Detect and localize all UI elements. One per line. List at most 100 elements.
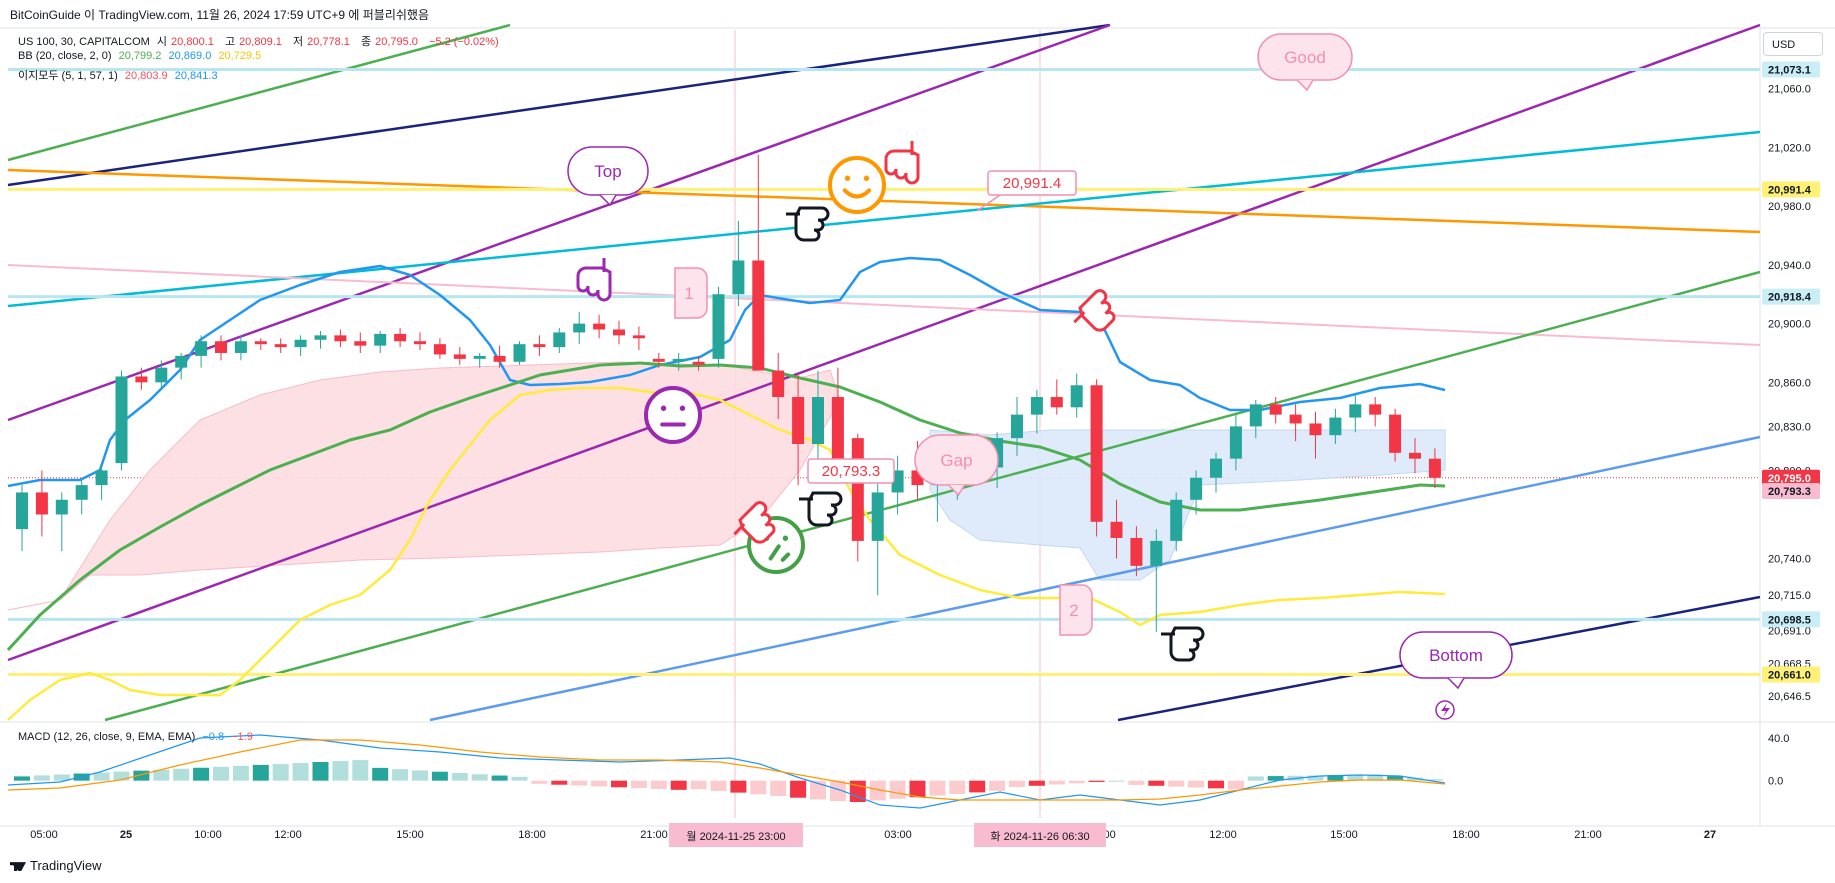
macd-histogram-bar bbox=[1009, 780, 1025, 788]
macd-line bbox=[7, 734, 1446, 809]
publish-header: BitCoinGuide 이 TradingView.com, 11월 26, … bbox=[10, 8, 429, 22]
candle-body bbox=[175, 355, 188, 368]
price-tick: 20,940.0 bbox=[1768, 260, 1811, 272]
macd-legend[interactable]: MACD (12, 26, close, 9, EMA, EMA) −0.8 −… bbox=[18, 731, 257, 743]
macd-histogram-bar bbox=[173, 768, 190, 781]
price-tick: 20,691.0 bbox=[1768, 625, 1811, 637]
hand-pointer-icon-7-shape bbox=[1169, 626, 1205, 662]
macd-histogram-bar bbox=[1048, 780, 1065, 785]
time-highlight-label: 월 2024-11-25 23:00 bbox=[686, 830, 785, 843]
candle-body bbox=[593, 323, 606, 330]
macd-histogram-bar bbox=[650, 780, 667, 789]
macd-histogram-bar bbox=[372, 767, 389, 781]
low-value: 20,778.1 bbox=[307, 36, 350, 48]
candle-body bbox=[732, 260, 745, 295]
candle-body bbox=[553, 332, 566, 348]
candle-body bbox=[334, 335, 347, 342]
candle-body bbox=[1389, 414, 1402, 453]
hand-pointer-icon-2-shape bbox=[884, 149, 920, 185]
callout-bottom-text: Bottom bbox=[1429, 646, 1483, 665]
macd-histogram-bar bbox=[630, 780, 647, 789]
currency-selector[interactable]: USD bbox=[1763, 32, 1823, 56]
bb-upper-value: 20,869.0 bbox=[168, 50, 212, 62]
close-value: 20,795.0 bbox=[375, 36, 418, 48]
candle-body bbox=[692, 361, 705, 365]
macd-histogram-bar bbox=[392, 769, 409, 781]
tag-2: 2 bbox=[1059, 584, 1093, 636]
price-tick: 21,060.0 bbox=[1768, 84, 1811, 96]
price-label-20991: 20,991.4 bbox=[987, 170, 1077, 196]
high-label: 고 bbox=[224, 36, 236, 48]
price-tag-bg bbox=[1762, 61, 1820, 78]
tradingview-logo[interactable]: TradingView bbox=[10, 858, 102, 873]
macd-histogram-bar bbox=[730, 780, 747, 793]
candle-body bbox=[1409, 452, 1421, 459]
price-label-20793-text: 20,793.3 bbox=[822, 463, 880, 480]
time-axis: 05:002510:0012:0015:0018:0021:0003:0009:… bbox=[30, 823, 1716, 847]
candle-body bbox=[1309, 423, 1322, 436]
time-tick: 21:00 bbox=[1574, 829, 1602, 841]
macd-tick: 40.0 bbox=[1768, 733, 1789, 745]
candle-body bbox=[792, 397, 805, 444]
callout-top-text: Top bbox=[594, 162, 621, 181]
hand-pointer-icon-4-shape bbox=[1078, 289, 1116, 332]
macd-histogram-bar bbox=[869, 780, 886, 801]
macd-histogram-bar bbox=[312, 762, 329, 781]
macd-histogram-bar bbox=[810, 780, 826, 800]
macd-histogram-bar bbox=[153, 769, 170, 781]
price-label-20793-box bbox=[807, 458, 895, 484]
macd-histogram-bar bbox=[471, 774, 488, 781]
callout-gap: Gap bbox=[914, 434, 999, 497]
candle-body bbox=[1289, 414, 1302, 424]
callout-bottom-tail bbox=[1447, 677, 1465, 690]
bb-lower-value: 20,729.5 bbox=[218, 50, 262, 62]
symbol-name[interactable]: US 100, 30, CAPITALCOM bbox=[18, 36, 150, 48]
macd-histogram-bar bbox=[571, 780, 588, 786]
close-label: 종 bbox=[360, 36, 372, 48]
tv-logo-text: TradingView bbox=[30, 858, 102, 873]
candle-body bbox=[632, 335, 645, 339]
macd-histogram-bar bbox=[232, 765, 249, 781]
macd-histogram-bar bbox=[829, 780, 846, 802]
macd-histogram-bar bbox=[889, 780, 906, 799]
trend-line-pink bbox=[7, 264, 1761, 346]
happy-face-icon-circle bbox=[828, 156, 886, 214]
hand-pointer-icon-3 bbox=[576, 258, 612, 302]
price-tick: 20,715.0 bbox=[1768, 590, 1811, 602]
candle-body bbox=[1210, 458, 1222, 478]
price-tag-bg bbox=[1762, 666, 1820, 683]
candle-body bbox=[1130, 537, 1143, 566]
macd-histogram-bar bbox=[1227, 780, 1244, 790]
macd-histogram-bar bbox=[1347, 774, 1364, 781]
candle-body bbox=[1190, 477, 1203, 500]
ma-label: 이지모두 (5, 1, 57, 1) bbox=[18, 70, 118, 82]
signal-line bbox=[7, 739, 1446, 801]
callout-top: Top bbox=[567, 146, 649, 207]
candle-body bbox=[573, 323, 586, 333]
hand-pointer-icon-3-shape bbox=[576, 266, 612, 302]
price-label-pointer bbox=[976, 194, 1001, 212]
candle-body bbox=[831, 397, 844, 464]
candle-body bbox=[1329, 417, 1342, 436]
tv-logo-icon bbox=[10, 862, 26, 872]
candle-body bbox=[55, 499, 68, 515]
candle-body bbox=[215, 341, 227, 353]
bb-upper-line bbox=[7, 256, 1446, 488]
macd-histogram-bar bbox=[252, 764, 269, 781]
bb-legend[interactable]: BB (20, close, 2, 0) 20,799.2 20,869.0 2… bbox=[18, 50, 265, 62]
macd-histogram-bar bbox=[770, 780, 787, 797]
cloud-blue bbox=[929, 429, 1446, 581]
candle-body bbox=[234, 341, 247, 353]
macd-histogram-bar bbox=[551, 780, 568, 785]
tag-2-text: 2 bbox=[1069, 601, 1078, 620]
low-label: 저 bbox=[292, 36, 304, 48]
price-label-20793: 20,793.3 bbox=[807, 458, 895, 484]
happy-face-icon bbox=[828, 156, 886, 214]
candle-body bbox=[772, 370, 785, 398]
candle-body bbox=[513, 344, 526, 362]
macd-histogram-bar bbox=[133, 770, 150, 781]
ma-legend[interactable]: 이지모두 (5, 1, 57, 1) 20,803.9 20,841.3 bbox=[18, 67, 222, 83]
callout-bottom: Bottom bbox=[1399, 631, 1513, 690]
callout-good: Good bbox=[1257, 33, 1353, 92]
